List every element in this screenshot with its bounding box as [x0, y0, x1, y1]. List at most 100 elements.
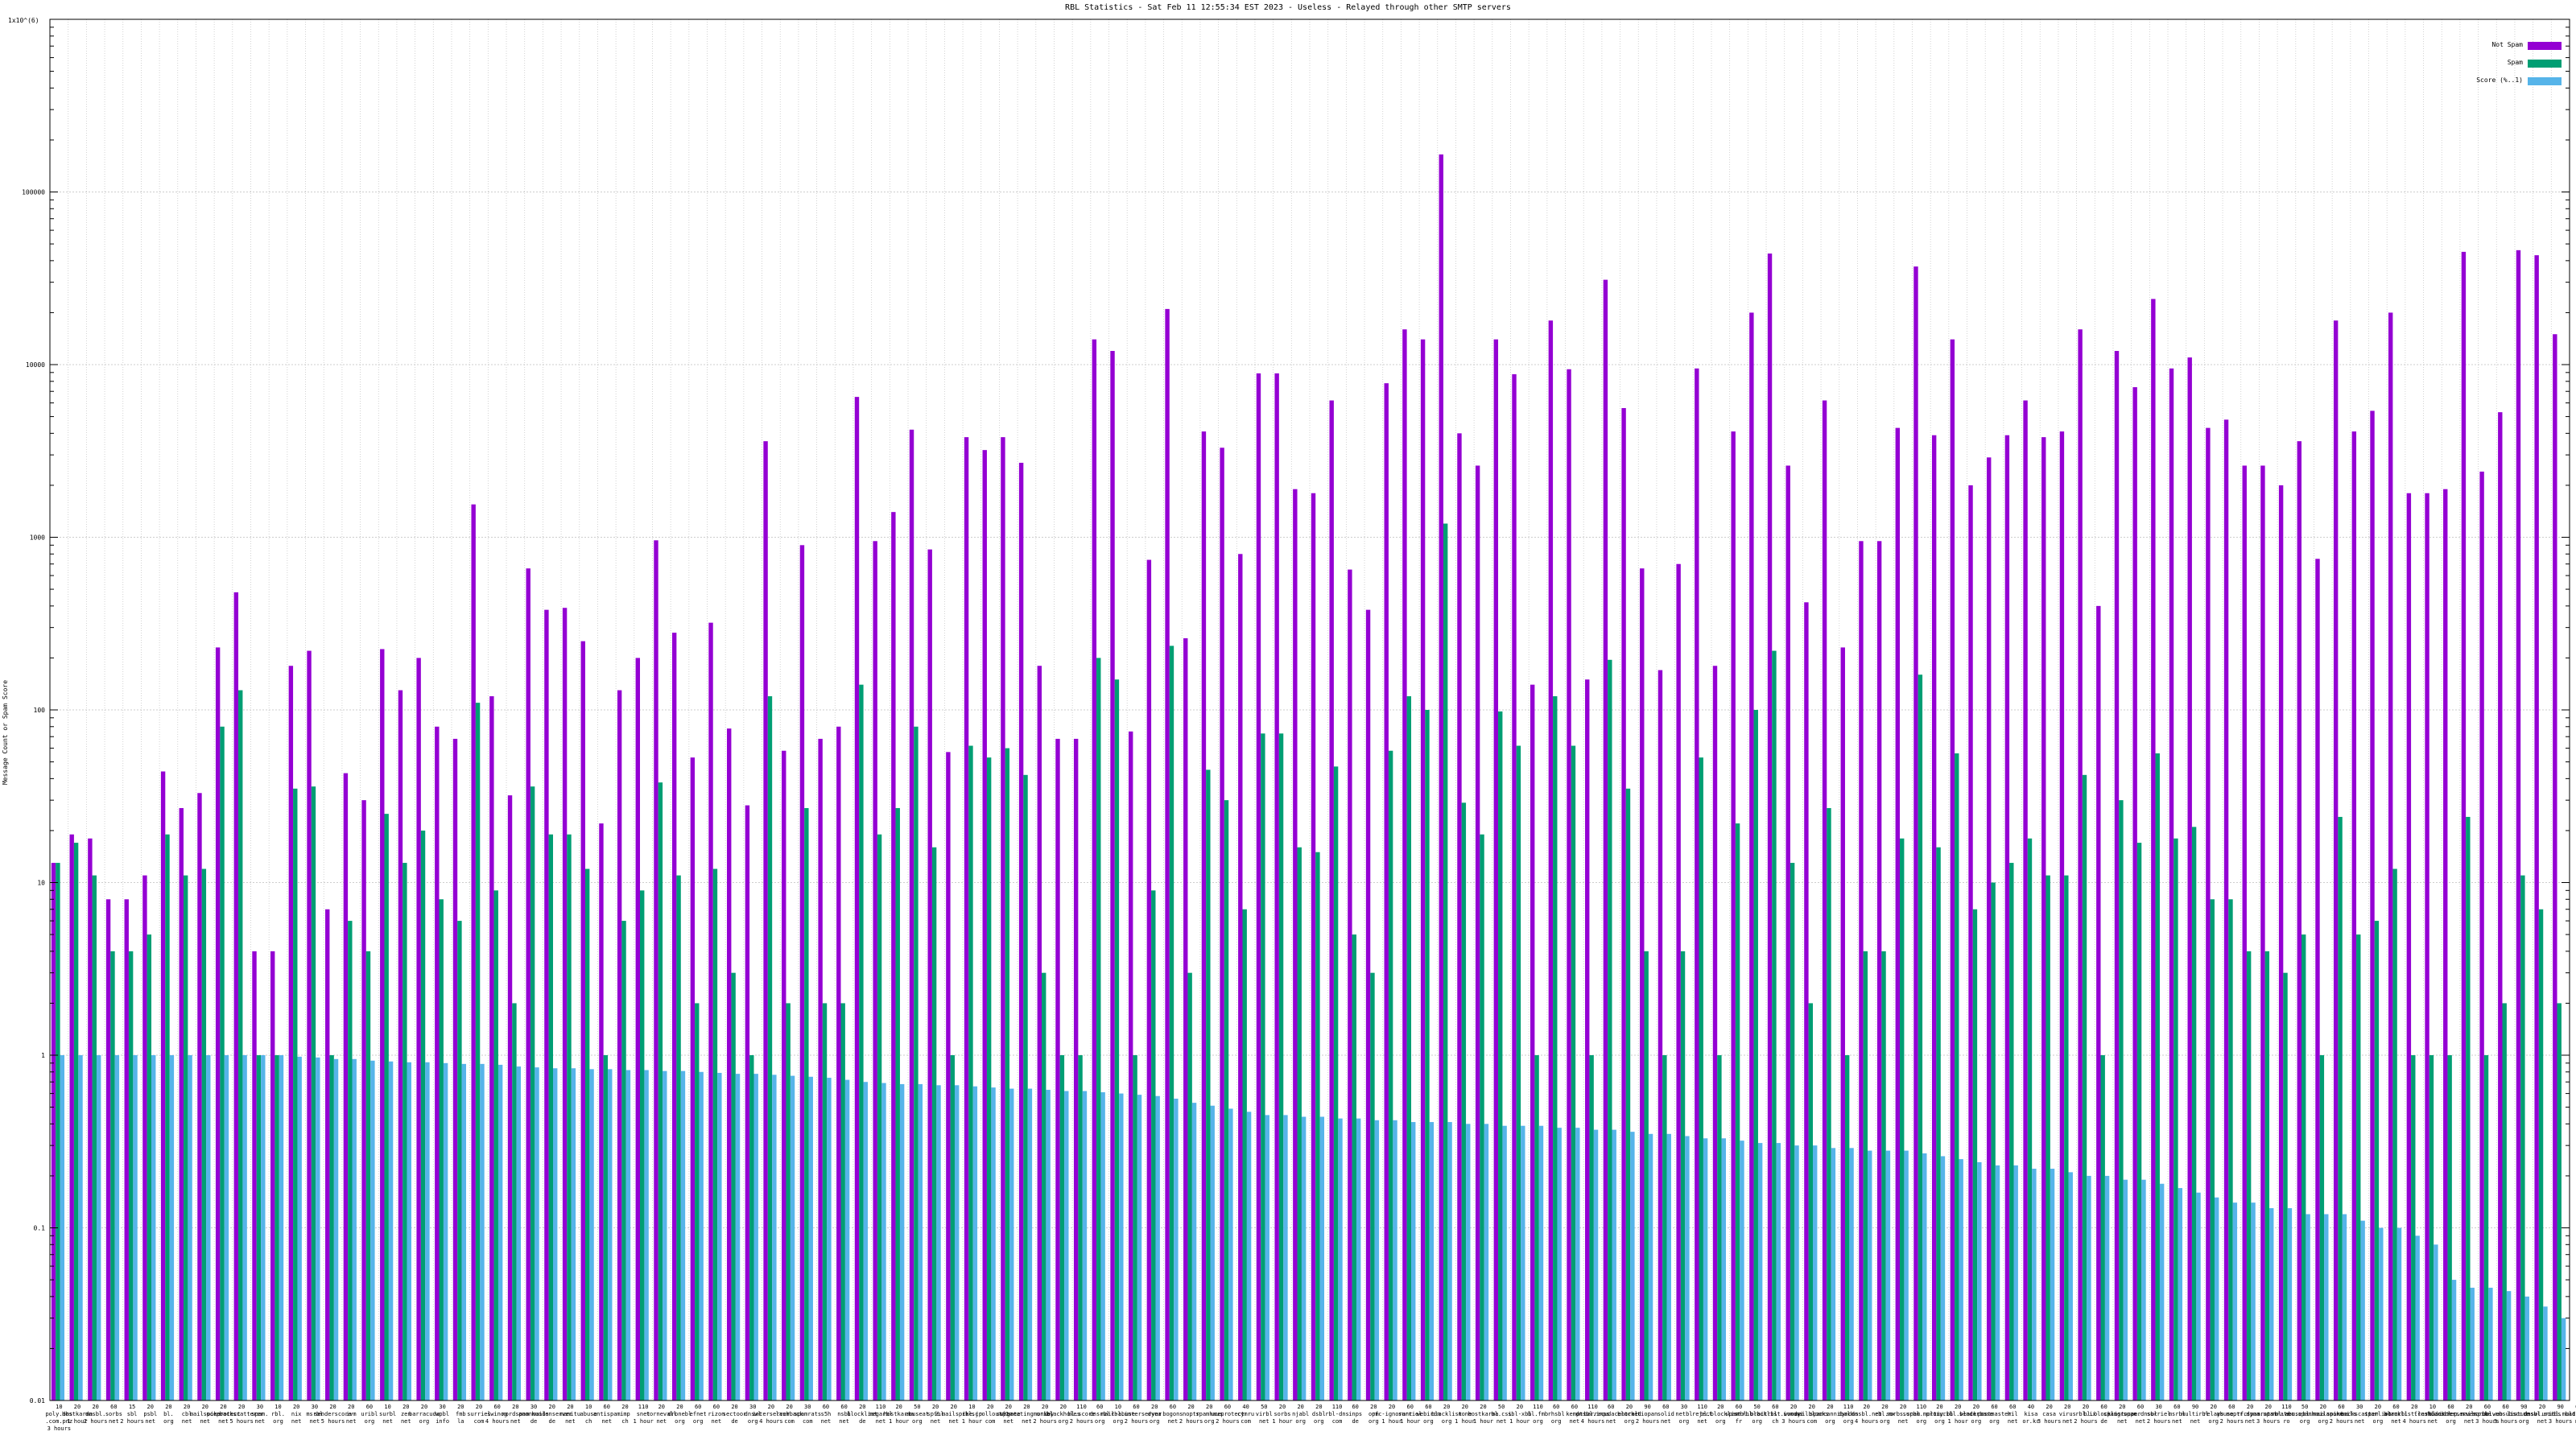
x-tick-label: 20 blocklist de: [847, 1404, 877, 1425]
spam-bar: [1553, 696, 1558, 1400]
spam-bar: [1991, 882, 1996, 1400]
x-tick-label: 60 rbl.interserver 2 hours: [1111, 1404, 1162, 1425]
not-bar: [2333, 320, 2339, 1400]
x-tick-label: 20 rbl.mx org: [1875, 1404, 1895, 1425]
score-bar: [2524, 1296, 2529, 1400]
not-bar: [2297, 441, 2301, 1401]
spam-bar: [2191, 827, 2197, 1400]
not-bar: [2388, 312, 2393, 1401]
x-tick-label: 30 dnswl org: [745, 1404, 762, 1425]
score-bar: [1283, 1115, 1288, 1400]
score-bar: [2269, 1208, 2274, 1400]
not-bar: [1293, 489, 1298, 1401]
spam-bar: [1808, 1003, 1814, 1400]
x-tick-label: 20 manitu net: [560, 1404, 580, 1425]
x-tick-label: 30 anonmails de: [518, 1404, 549, 1425]
x-tick-label: 110 megarbl net: [869, 1404, 893, 1425]
not-bar: [1913, 266, 1918, 1400]
x-tick-label: 20 spamcannibal org: [1810, 1404, 1851, 1425]
spam-bar: [1608, 659, 1612, 1400]
not-bar: [1968, 485, 1973, 1401]
spam-bar: [2429, 1055, 2434, 1400]
x-tick-label: 20 dnsbl. 2 hours: [84, 1404, 108, 1425]
x-tick-label: 10 rbl.jp 1 hour: [962, 1404, 982, 1425]
score-bar: [2032, 1169, 2037, 1400]
spam-bar: [1406, 696, 1412, 1400]
spam-bar: [1680, 951, 1686, 1400]
score-bar: [1557, 1128, 1562, 1400]
not-bar: [1767, 253, 1773, 1401]
score-bar: [1648, 1133, 1653, 1400]
score-bar: [881, 1083, 886, 1400]
y-axis-label: Message Count or Spam Score: [2, 680, 9, 785]
spam-bar: [2283, 972, 2288, 1400]
spam-bar: [986, 757, 992, 1400]
not-bar: [452, 738, 458, 1400]
spam-bar: [1863, 951, 1868, 1400]
x-tick-label: 60 ubl.unsubscore 3 hours: [2482, 1404, 2529, 1425]
spam-bar: [2319, 1055, 2325, 1400]
score-bar: [279, 1055, 284, 1400]
score-bar: [2561, 1318, 2566, 1400]
x-tick-label: 20 noptr 2 hours: [1179, 1404, 1203, 1425]
spam-bar: [1352, 934, 1356, 1400]
score-bar: [991, 1087, 996, 1400]
x-tick-label: 40 kisa or.kr: [2022, 1404, 2039, 1425]
not-bar: [654, 540, 658, 1400]
not-bar: [124, 899, 129, 1400]
x-tick-label: 50 abuseat org: [906, 1404, 930, 1425]
spam-bar: [2155, 753, 2160, 1400]
spam-bar: [1278, 733, 1284, 1400]
x-tick-label: 20 uceprotect net: [206, 1404, 240, 1425]
x-tick-label: 50 rbl.orbitrbl org: [1736, 1404, 1777, 1425]
x-tick-label: 110 reject net: [1692, 1404, 1712, 1425]
x-tick-label: 60 spam.dnsbl net: [2124, 1404, 2157, 1425]
spam-bar: [1955, 753, 1959, 1400]
score-bar: [2342, 1214, 2347, 1400]
not-bar: [142, 875, 147, 1400]
not-bar: [1256, 373, 1261, 1400]
x-tick-label: 60 msrbl net: [2169, 1404, 2186, 1425]
score-bar: [1703, 1138, 1708, 1400]
score-bar: [2087, 1175, 2091, 1400]
not-bar: [2315, 559, 2320, 1400]
x-tick-label: 10 mail-abuse org: [1101, 1404, 1135, 1425]
x-tick-label: 60 rhsbl org: [1548, 1404, 1565, 1425]
x-tick-label: 110 snet 1 hour: [633, 1404, 653, 1425]
spam-bar: [1881, 951, 1886, 1400]
not-bar: [2059, 431, 2065, 1400]
not-bar: [1092, 339, 1097, 1400]
spam-bar: [1900, 838, 1905, 1400]
spam-bar: [293, 788, 298, 1400]
spam-bar: [584, 868, 590, 1400]
spam-bar: [603, 1055, 609, 1400]
score-bar: [2178, 1188, 2183, 1400]
not-bar: [2096, 605, 2101, 1400]
spam-bar: [2374, 921, 2380, 1400]
not-bar: [2278, 485, 2284, 1401]
spam-bar: [1242, 909, 1247, 1400]
score-bar: [1466, 1124, 1471, 1400]
grid-layer: [49, 19, 2570, 1401]
not-bar: [1129, 731, 1133, 1400]
spam-bar: [1169, 646, 1174, 1400]
score-bar: [333, 1058, 339, 1400]
spam-bar: [256, 1055, 262, 1400]
spam-bar: [1571, 745, 1576, 1400]
score-bar: [790, 1075, 795, 1400]
x-tick-label: 60 anonmails 2 hours: [2326, 1404, 2357, 1425]
x-tick-label: 110 rbl-dns com: [1325, 1404, 1349, 1425]
not-bar: [270, 951, 275, 1400]
spam-bar: [1589, 1055, 1594, 1400]
not-bar: [1073, 738, 1079, 1400]
not-bar: [105, 899, 111, 1400]
not-bar: [1475, 465, 1480, 1400]
not-bar: [361, 800, 366, 1400]
legend-label: Not Spam: [2491, 41, 2523, 48]
score-bar: [1831, 1148, 1836, 1400]
not-bar: [88, 838, 93, 1400]
spam-bar: [475, 703, 481, 1400]
not-bar: [1384, 383, 1389, 1400]
not-bar: [2151, 299, 2156, 1401]
x-tick-label: 20 blackholes org: [1046, 1404, 1080, 1425]
